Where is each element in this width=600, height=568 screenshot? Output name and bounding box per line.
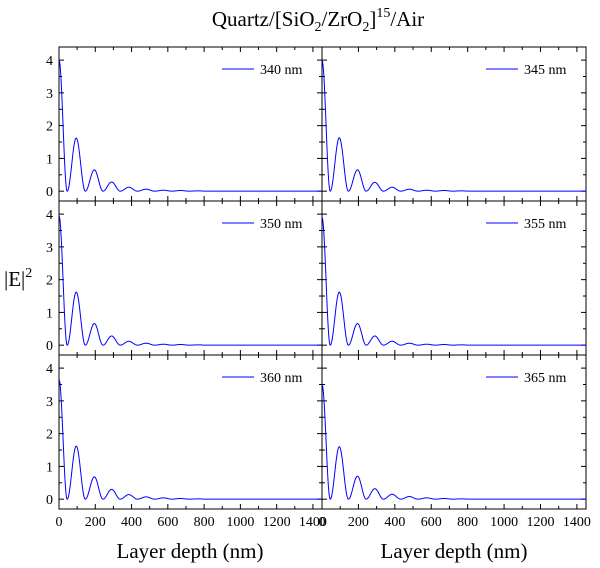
panel-top-left: 0 1 2 3 4 340 nm (46, 46, 323, 202)
x-axis-label-right: Layer depth (nm) (381, 539, 528, 563)
x-tick-label: 1000 (226, 515, 254, 530)
x-tick-label: 600 (157, 515, 178, 530)
y-tick-label: 0 (46, 339, 53, 354)
y-tick-label: 1 (46, 152, 53, 167)
x-tick-label: 1200 (526, 515, 554, 530)
y-tick-label: 2 (46, 428, 53, 443)
x-tick-label: 1400 (563, 515, 591, 530)
x-tick-label: 200 (348, 515, 369, 530)
legend-label: 345 nm (524, 63, 567, 78)
figure-title: Quartz/[SiO2/ZrO2]15/Air (212, 6, 424, 35)
y-tick-label: 4 (46, 362, 53, 377)
y-tick-label: 4 (46, 208, 53, 223)
y-axis-label: |E|2 (4, 266, 32, 291)
x-tick-label: 1000 (490, 515, 518, 530)
x-tick-label: 800 (457, 515, 478, 530)
y-tick-label: 3 (46, 395, 53, 410)
series-line (58, 59, 322, 192)
series-line (58, 215, 322, 346)
x-tick-label: 0 (319, 515, 326, 530)
panel-middle-right: 355 nm (321, 200, 587, 356)
legend-label: 355 nm (524, 217, 567, 232)
y-tick-label: 2 (46, 120, 53, 135)
x-tick-label: 0 (56, 515, 63, 530)
x-tick-label: 400 (121, 515, 142, 530)
y-tick-label: 0 (46, 185, 53, 200)
x-tick-label: 600 (421, 515, 442, 530)
legend-label: 360 nm (260, 371, 303, 386)
series-line (321, 59, 586, 192)
y-tick-label: 4 (46, 54, 53, 69)
x-tick-label: 1400 (299, 515, 327, 530)
y-tick-label: 1 (46, 460, 53, 475)
y-tick-label: 2 (46, 274, 53, 289)
panel-frame (321, 354, 587, 510)
panel-bottom-left: 0 1 2 3 4 0 200 400 600 800 1000 1200 1400 360 nm (46, 354, 327, 530)
legend-label: 350 nm (260, 217, 303, 232)
x-tick-label: 800 (194, 515, 215, 530)
legend-label: 340 nm (260, 63, 303, 78)
series-line (321, 217, 586, 346)
legend-label: 365 nm (524, 371, 567, 386)
series-line (58, 379, 322, 500)
y-tick-label: 3 (46, 87, 53, 102)
panel-top-right: 345 nm (321, 46, 587, 202)
y-tick-label: 3 (46, 241, 53, 256)
x-tick-label: 400 (384, 515, 405, 530)
series-line (321, 384, 586, 500)
panel-middle-left: 0 1 2 3 4 350 nm (46, 200, 323, 356)
x-tick-label: 200 (85, 515, 106, 530)
x-axis-label-left: Layer depth (nm) (117, 539, 264, 563)
panel-bottom-right: 0 200 400 600 800 1000 1200 1400 365 nm (319, 354, 591, 530)
x-tick-label: 1200 (263, 515, 291, 530)
y-tick-label: 1 (46, 306, 53, 321)
y-tick-label: 0 (46, 493, 53, 508)
